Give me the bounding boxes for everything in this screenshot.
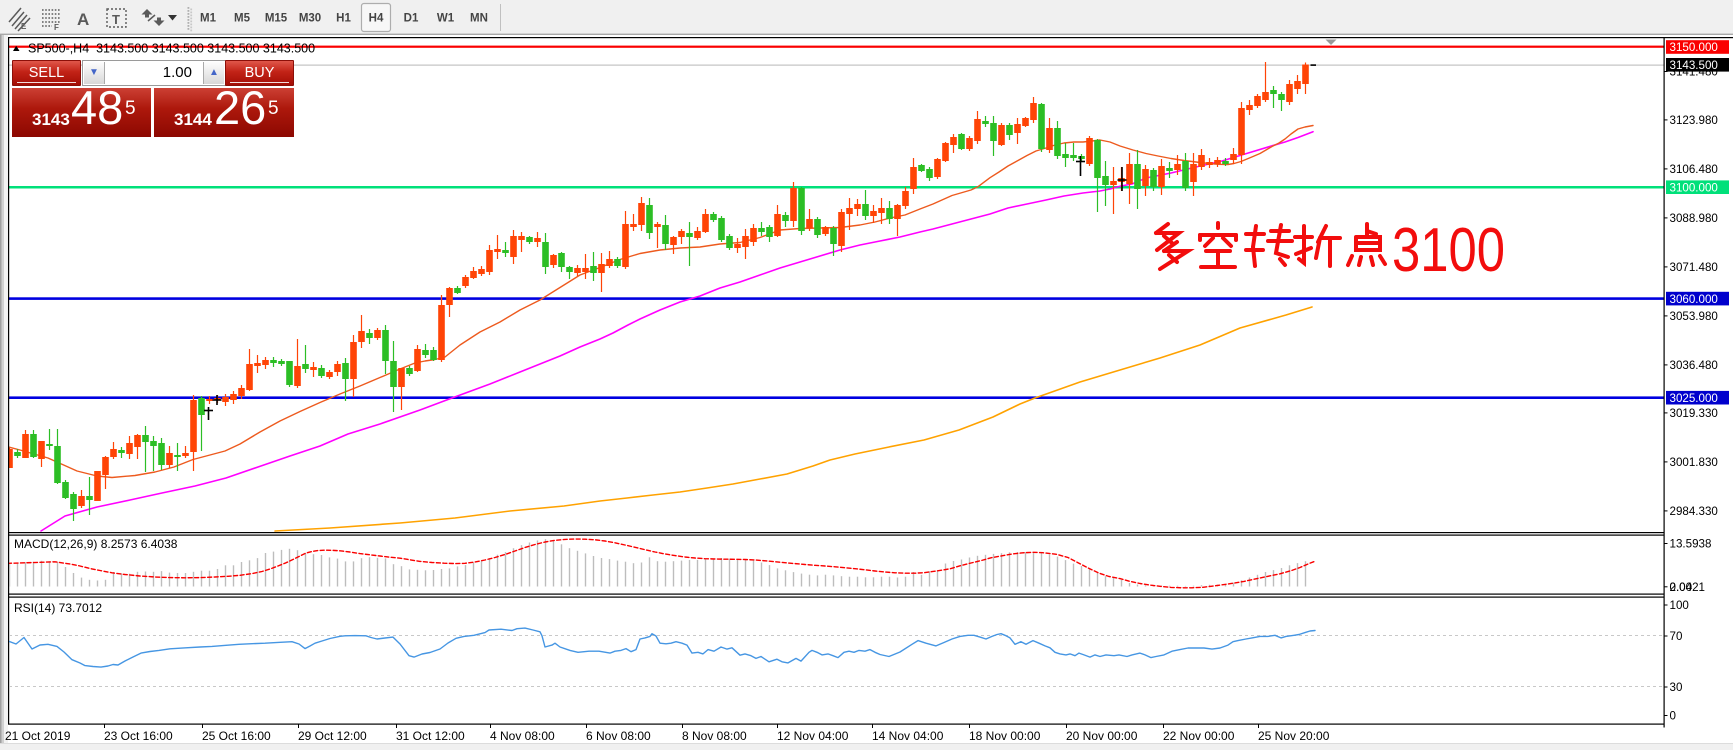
svg-text:SP500-,H4 3143.500 3143.500 3: SP500-,H4 3143.500 3143.500 3143.500 314… — [28, 42, 315, 56]
svg-text:3100: 3100 — [1392, 216, 1505, 285]
svg-text:3053.980: 3053.980 — [1670, 310, 1718, 323]
svg-text:30: 30 — [1670, 681, 1683, 694]
svg-text:MN: MN — [470, 13, 488, 25]
svg-text:3001.830: 3001.830 — [1670, 456, 1718, 469]
svg-text:2984.330: 2984.330 — [1670, 505, 1718, 518]
svg-text:21 Oct 2019: 21 Oct 2019 — [5, 729, 71, 743]
svg-text:100: 100 — [1670, 599, 1689, 612]
svg-text:D1: D1 — [404, 13, 419, 25]
svg-text:3106.480: 3106.480 — [1670, 163, 1718, 176]
svg-text:3060.000: 3060.000 — [1670, 293, 1718, 306]
svg-text:F: F — [54, 23, 59, 32]
svg-text:29 Oct 12:00: 29 Oct 12:00 — [298, 729, 367, 743]
svg-text:4 Nov 08:00: 4 Nov 08:00 — [490, 729, 555, 743]
svg-text:W1: W1 — [437, 13, 455, 25]
svg-text:70: 70 — [1670, 630, 1683, 643]
svg-text:3071.480: 3071.480 — [1670, 261, 1718, 274]
svg-text:3150.000: 3150.000 — [1670, 41, 1718, 54]
svg-text:22 Nov 00:00: 22 Nov 00:00 — [1163, 729, 1235, 743]
svg-text:M1: M1 — [200, 13, 217, 25]
svg-text:M5: M5 — [234, 13, 251, 25]
svg-text:RSI(14) 73.7012: RSI(14) 73.7012 — [14, 601, 102, 615]
svg-text:3025.000: 3025.000 — [1670, 392, 1718, 405]
svg-text:MACD(12,26,9) 8.2573 6.4038: MACD(12,26,9) 8.2573 6.4038 — [14, 537, 178, 551]
svg-text:20 Nov 00:00: 20 Nov 00:00 — [1066, 729, 1138, 743]
svg-text:6 Nov 08:00: 6 Nov 08:00 — [586, 729, 651, 743]
svg-text:23 Oct 16:00: 23 Oct 16:00 — [104, 729, 173, 743]
svg-text:2.00: 2.00 — [1670, 581, 1693, 594]
svg-text:12 Nov 04:00: 12 Nov 04:00 — [777, 729, 849, 743]
svg-text:A: A — [77, 10, 89, 29]
svg-text:H4: H4 — [369, 13, 384, 25]
svg-text:25 Nov 20:00: 25 Nov 20:00 — [1258, 729, 1330, 743]
svg-text:8 Nov 08:00: 8 Nov 08:00 — [682, 729, 747, 743]
svg-text:18 Nov 00:00: 18 Nov 00:00 — [969, 729, 1041, 743]
svg-text:M15: M15 — [265, 13, 288, 25]
svg-text:3036.480: 3036.480 — [1670, 359, 1718, 372]
svg-text:25 Oct 16:00: 25 Oct 16:00 — [202, 729, 271, 743]
svg-text:14 Nov 04:00: 14 Nov 04:00 — [872, 729, 944, 743]
svg-text:3100.000: 3100.000 — [1670, 181, 1718, 194]
svg-text:M30: M30 — [299, 13, 321, 25]
svg-text:3019.330: 3019.330 — [1670, 407, 1718, 420]
svg-text:13.5938: 13.5938 — [1670, 538, 1712, 551]
svg-text:31 Oct 12:00: 31 Oct 12:00 — [396, 729, 465, 743]
svg-text:H1: H1 — [336, 13, 351, 25]
svg-text:0: 0 — [1670, 710, 1676, 723]
svg-text:T: T — [112, 12, 120, 27]
svg-text:0.0421: 0.0421 — [1670, 581, 1705, 594]
svg-text:3088.980: 3088.980 — [1670, 212, 1718, 225]
svg-text:3143.500: 3143.500 — [1670, 59, 1718, 72]
svg-text:3123.980: 3123.980 — [1670, 114, 1718, 127]
svg-text:E: E — [21, 22, 27, 31]
